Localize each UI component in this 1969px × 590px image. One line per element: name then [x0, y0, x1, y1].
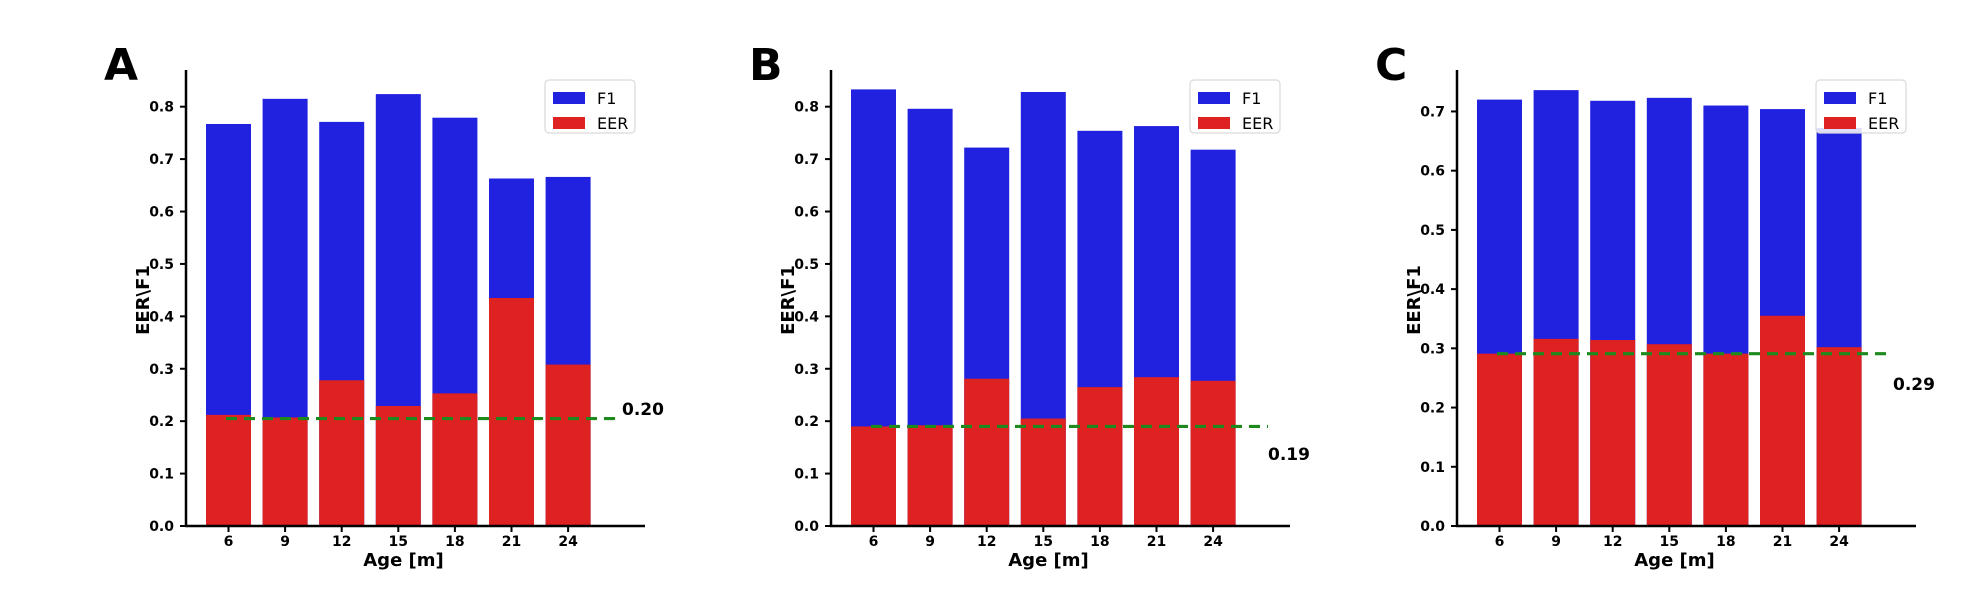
y-tick-label: 0.3 — [1420, 341, 1445, 357]
y-tick-label: 0.8 — [149, 100, 174, 116]
y-axis-label: EER\F1 — [133, 265, 154, 335]
x-tick-label: 6 — [1495, 534, 1505, 550]
bar-eer — [1590, 340, 1636, 526]
legend-swatch-eer — [1824, 117, 1856, 129]
panel-label: A — [104, 40, 138, 91]
panel-b: B 0.19 0.0 0.1 0.2 0.3 0.4 0.5 0.6 0.7 0.8 6 9 12 15 18… — [749, 40, 1310, 571]
x-tick-label: 12 — [977, 534, 996, 550]
y-tick-label: 0.5 — [149, 257, 174, 273]
y-tick-label: 0.0 — [1420, 519, 1445, 535]
bar-eer — [1816, 347, 1862, 526]
bar-eer — [262, 417, 308, 526]
bar-eer — [319, 380, 365, 526]
bar-eer — [206, 414, 251, 526]
bar-eer — [851, 426, 896, 526]
x-tick-label: 18 — [1090, 534, 1109, 550]
legend-label-f1: F1 — [597, 89, 616, 108]
y-tick-label: 0.2 — [1420, 401, 1445, 417]
threshold-label: 0.29 — [1893, 375, 1935, 395]
x-tick-label: 15 — [1660, 534, 1679, 550]
x-tick-label: 12 — [1603, 534, 1622, 550]
x-tick-label: 9 — [1551, 534, 1561, 550]
legend-swatch-eer — [553, 117, 585, 129]
bar-eer — [1077, 387, 1123, 526]
y-tick-label: 0.6 — [1420, 164, 1445, 180]
y-tick-label: 0.8 — [794, 100, 819, 116]
legend-label-eer: EER — [1868, 114, 1899, 133]
x-tick-label: 21 — [1773, 534, 1792, 550]
legend-label-f1: F1 — [1868, 89, 1887, 108]
y-tick-label: 0.3 — [794, 362, 819, 378]
y-tick-label: 0.1 — [794, 467, 819, 483]
x-axis-label: Age [m] — [1008, 550, 1089, 571]
x-tick-label: 18 — [1716, 534, 1735, 550]
y-axis-label: EER\F1 — [1404, 265, 1425, 335]
y-tick-label: 0.4 — [149, 309, 174, 325]
legend-label-f1: F1 — [1242, 89, 1261, 108]
bar-eer — [1190, 380, 1236, 526]
bar-eer — [1703, 353, 1749, 526]
y-tick-label: 0.4 — [794, 309, 819, 325]
panel-label: C — [1375, 40, 1407, 91]
x-tick-label: 9 — [280, 534, 290, 550]
y-tick-label: 0.3 — [149, 362, 174, 378]
y-tick-label: 0.7 — [1420, 104, 1445, 120]
y-tick-label: 0.6 — [794, 205, 819, 221]
x-tick-label: 18 — [445, 534, 464, 550]
x-tick-label: 15 — [389, 534, 408, 550]
y-axis-label: EER\F1 — [778, 265, 799, 335]
legend-swatch-f1 — [553, 92, 585, 104]
bar-eer — [375, 405, 421, 526]
bar-eer — [907, 425, 953, 526]
y-tick-label: 0.2 — [794, 414, 819, 430]
bar-eer — [489, 298, 534, 526]
bar-eer — [1020, 418, 1066, 526]
x-tick-label: 21 — [1147, 534, 1166, 550]
threshold-label: 0.20 — [622, 400, 664, 420]
y-tick-label: 0.1 — [149, 467, 174, 483]
bar-eer — [545, 364, 591, 526]
x-tick-label: 6 — [869, 534, 879, 550]
x-tick-label: 9 — [925, 534, 935, 550]
y-tick-label: 0.7 — [149, 152, 174, 168]
panel-c: C 0.29 0.0 0.1 0.2 0.3 0.4 0.5 0.6 0.7 6 9 12 15 18 21 2… — [1375, 40, 1935, 571]
y-tick-label: 0.0 — [794, 519, 819, 535]
bar-eer — [964, 378, 1010, 526]
x-tick-label: 6 — [224, 534, 234, 550]
x-tick-label: 21 — [502, 534, 521, 550]
bar-eer — [1477, 353, 1522, 526]
bar-eer — [1533, 338, 1579, 526]
y-tick-label: 0.4 — [1420, 282, 1445, 298]
x-axis-label: Age [m] — [1634, 550, 1715, 571]
bar-eer — [1134, 377, 1179, 526]
y-tick-label: 0.0 — [149, 519, 174, 535]
legend-label-eer: EER — [1242, 114, 1273, 133]
x-tick-label: 24 — [1829, 534, 1849, 550]
legend-swatch-f1 — [1198, 92, 1230, 104]
bar-eer — [1760, 315, 1805, 526]
legend-label-eer: EER — [597, 114, 628, 133]
panel-a: A 0.20 0.0 0.1 0.2 0.3 0.4 0.5 0.6 0.7 0.8 6 9 12 15 18… — [104, 40, 664, 571]
threshold-label: 0.19 — [1268, 445, 1310, 465]
legend-swatch-f1 — [1824, 92, 1856, 104]
y-tick-label: 0.1 — [1420, 460, 1445, 476]
panel-label: B — [749, 40, 783, 91]
y-tick-label: 0.7 — [794, 152, 819, 168]
x-tick-label: 12 — [332, 534, 351, 550]
y-tick-label: 0.6 — [149, 205, 174, 221]
x-tick-label: 24 — [558, 534, 578, 550]
y-tick-label: 0.2 — [149, 414, 174, 430]
x-axis-label: Age [m] — [363, 550, 444, 571]
y-tick-label: 0.5 — [1420, 223, 1445, 239]
bar-eer — [432, 393, 478, 526]
bar-eer — [1646, 344, 1692, 526]
x-tick-label: 24 — [1203, 534, 1223, 550]
legend-swatch-eer — [1198, 117, 1230, 129]
x-tick-label: 15 — [1034, 534, 1053, 550]
y-tick-label: 0.5 — [794, 257, 819, 273]
